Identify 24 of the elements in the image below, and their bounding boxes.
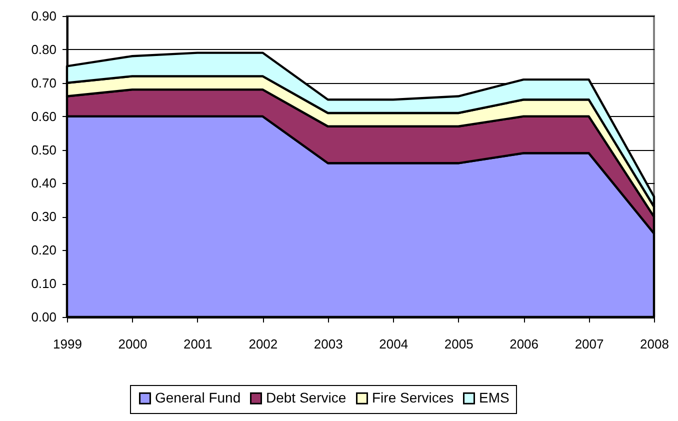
legend-label: EMS	[479, 389, 510, 406]
x-tick-label: 2000	[118, 336, 148, 352]
y-tick-label: 0.90	[31, 8, 56, 24]
y-tick-label: 0.80	[31, 42, 56, 57]
y-tick-label: 0.10	[31, 276, 56, 292]
legend-label: Fire Services	[372, 389, 454, 406]
y-tick-label: 0.20	[31, 242, 56, 258]
x-tick-label: 2004	[379, 336, 408, 352]
x-tick-label: 2007	[574, 336, 604, 352]
x-tick-label: 2001	[183, 336, 212, 352]
y-tick-label: 0.60	[31, 108, 56, 124]
x-tick-label: 2005	[444, 336, 474, 352]
x-tick-label: 1999	[53, 336, 82, 352]
x-tick-label: 2002	[248, 336, 278, 352]
y-tick-label: 0.00	[31, 310, 56, 324]
legend-label: Debt Service	[266, 389, 346, 406]
x-tick-label: 2003	[314, 336, 343, 352]
y-tick-label: 0.70	[31, 75, 56, 90]
y-tick-label: 0.30	[31, 209, 56, 224]
y-tick-label: 0.40	[31, 176, 56, 191]
legend-label: General Fund	[155, 389, 241, 406]
y-tick-label: 0.50	[31, 142, 56, 158]
x-tick-label: 2008	[640, 336, 669, 352]
x-tick-label: 2006	[510, 336, 539, 352]
